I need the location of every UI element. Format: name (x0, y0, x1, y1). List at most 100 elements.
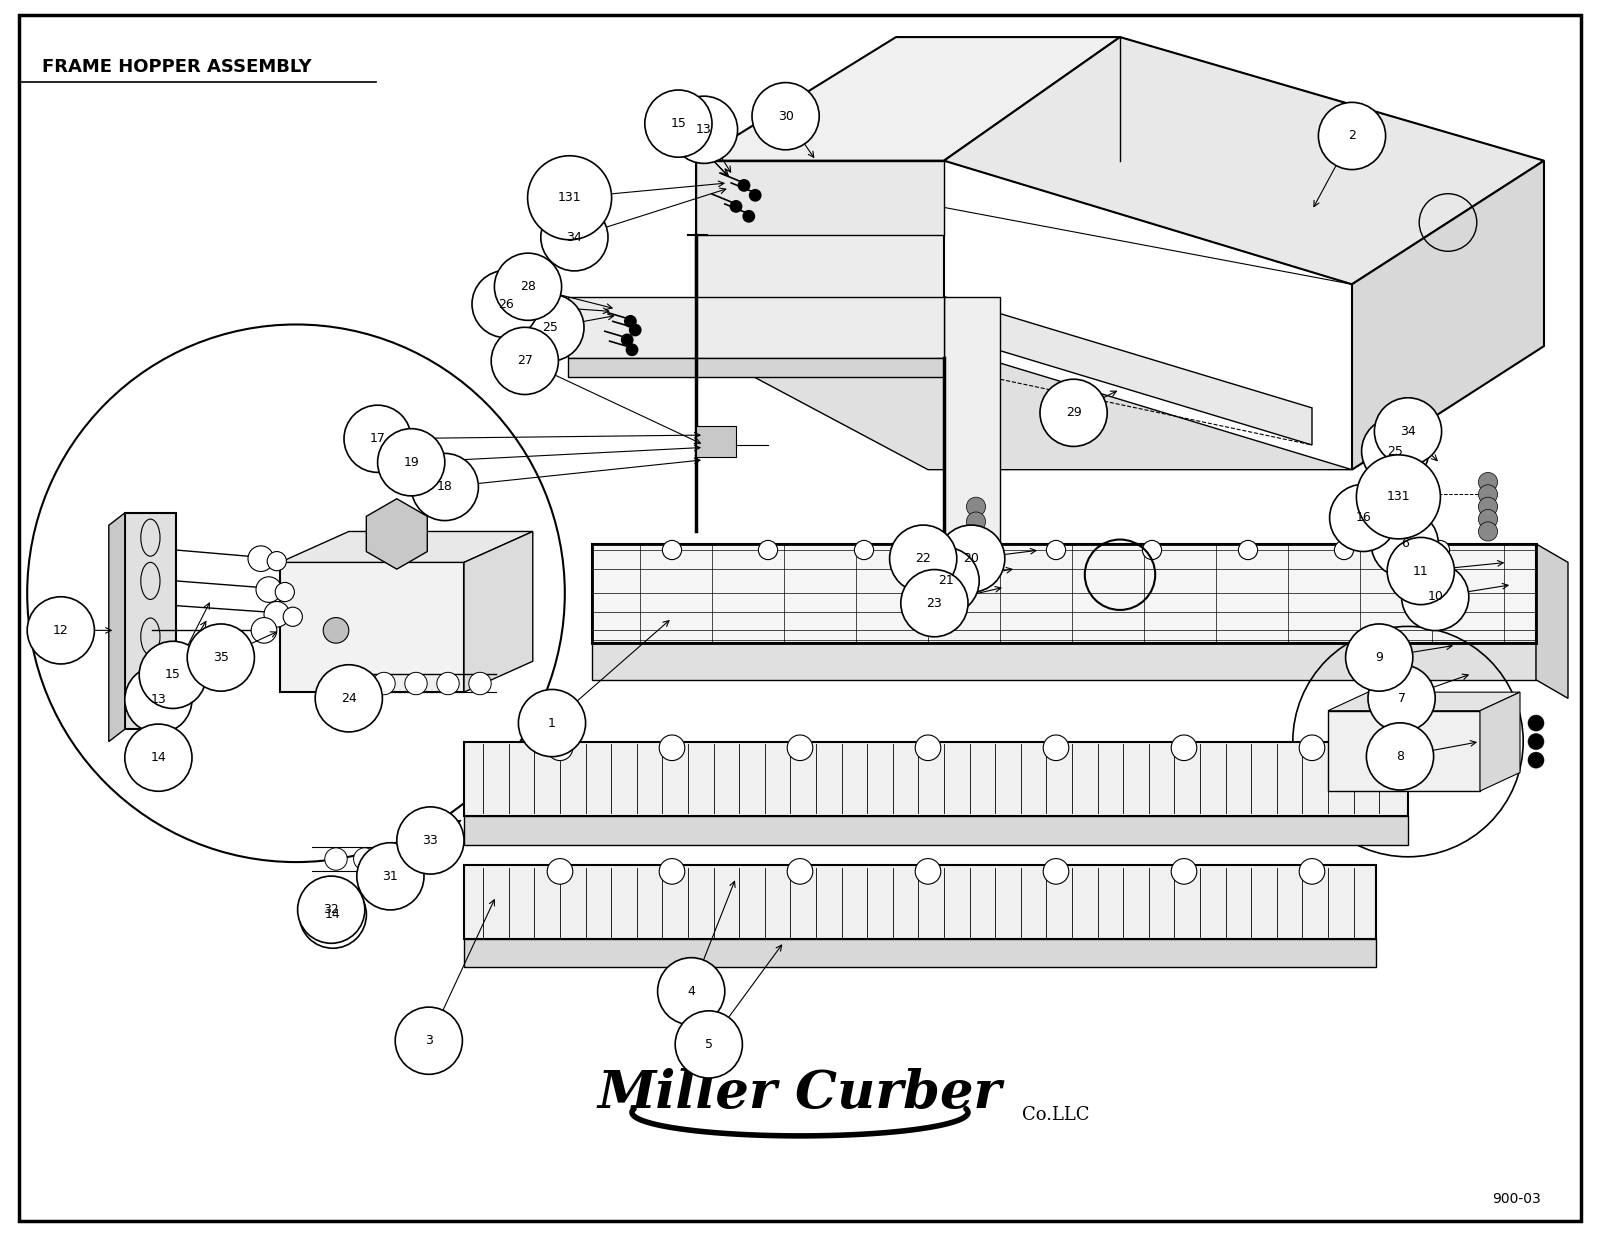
Circle shape (267, 551, 286, 571)
Circle shape (411, 454, 478, 520)
Circle shape (248, 546, 274, 571)
Circle shape (1478, 472, 1498, 492)
Circle shape (357, 843, 424, 910)
Circle shape (491, 328, 558, 394)
Text: 25: 25 (542, 321, 558, 334)
Circle shape (382, 848, 405, 870)
Polygon shape (1536, 544, 1568, 698)
Circle shape (187, 624, 254, 691)
Circle shape (742, 210, 755, 222)
Circle shape (1334, 540, 1354, 560)
Polygon shape (696, 161, 944, 235)
Text: 21: 21 (938, 575, 954, 587)
Circle shape (397, 807, 464, 874)
Circle shape (395, 1007, 462, 1074)
Circle shape (966, 497, 986, 517)
Circle shape (323, 618, 349, 643)
Text: 22: 22 (915, 552, 931, 565)
Circle shape (1478, 522, 1498, 541)
Text: 13: 13 (696, 124, 712, 136)
Text: 16: 16 (1355, 512, 1371, 524)
Circle shape (675, 1011, 742, 1078)
Circle shape (469, 672, 491, 695)
Text: 31: 31 (382, 870, 398, 883)
Circle shape (472, 271, 539, 337)
Circle shape (1402, 564, 1469, 630)
Circle shape (494, 253, 562, 320)
Polygon shape (280, 562, 464, 692)
Circle shape (1368, 665, 1435, 732)
Circle shape (938, 525, 1005, 592)
Circle shape (1478, 497, 1498, 517)
Text: 15: 15 (670, 117, 686, 130)
Circle shape (645, 90, 712, 157)
Circle shape (437, 672, 459, 695)
Circle shape (1478, 485, 1498, 504)
Circle shape (1171, 735, 1197, 760)
Circle shape (354, 848, 376, 870)
Polygon shape (568, 297, 944, 358)
Circle shape (1528, 753, 1544, 768)
Text: 11: 11 (1413, 565, 1429, 577)
Circle shape (411, 848, 434, 870)
Circle shape (1040, 379, 1107, 446)
Circle shape (966, 527, 986, 546)
Polygon shape (1328, 692, 1520, 711)
Polygon shape (592, 643, 1536, 680)
Polygon shape (280, 531, 533, 562)
Polygon shape (1352, 161, 1544, 470)
Circle shape (1238, 540, 1258, 560)
Circle shape (749, 189, 762, 201)
Circle shape (547, 859, 573, 884)
Circle shape (1430, 540, 1450, 560)
Circle shape (139, 641, 206, 708)
Text: 29: 29 (1066, 407, 1082, 419)
Circle shape (659, 859, 685, 884)
Text: 15: 15 (165, 669, 181, 681)
Circle shape (283, 607, 302, 627)
Circle shape (547, 735, 573, 760)
Circle shape (752, 83, 819, 150)
Circle shape (256, 577, 282, 602)
Circle shape (518, 690, 586, 756)
Circle shape (1046, 540, 1066, 560)
Circle shape (275, 582, 294, 602)
Text: 131: 131 (558, 192, 581, 204)
Circle shape (27, 597, 94, 664)
Polygon shape (125, 513, 176, 729)
Circle shape (901, 570, 968, 637)
Circle shape (738, 179, 750, 192)
Circle shape (125, 724, 192, 791)
Polygon shape (464, 939, 1376, 967)
Text: 131: 131 (1387, 491, 1410, 503)
Circle shape (1043, 735, 1069, 760)
Circle shape (621, 334, 634, 346)
Text: 3: 3 (426, 1035, 432, 1047)
Text: Miller Curber: Miller Curber (598, 1068, 1002, 1120)
Circle shape (758, 540, 778, 560)
Circle shape (1142, 540, 1162, 560)
Polygon shape (696, 346, 1352, 470)
Polygon shape (696, 426, 736, 457)
Circle shape (373, 672, 395, 695)
Circle shape (912, 548, 979, 614)
Circle shape (629, 324, 642, 336)
Circle shape (264, 602, 290, 627)
Circle shape (528, 156, 611, 240)
Text: 2: 2 (1349, 130, 1355, 142)
Circle shape (1171, 859, 1197, 884)
Polygon shape (696, 37, 1120, 161)
Text: 4: 4 (688, 985, 694, 997)
Text: 7: 7 (1398, 692, 1405, 705)
Circle shape (730, 200, 742, 213)
Text: 28: 28 (520, 281, 536, 293)
Text: Co.LLC: Co.LLC (1022, 1106, 1090, 1124)
Circle shape (854, 540, 874, 560)
Circle shape (626, 344, 638, 356)
Text: 18: 18 (437, 481, 453, 493)
Text: 8: 8 (1395, 750, 1405, 763)
Circle shape (1318, 103, 1386, 169)
Circle shape (1528, 716, 1544, 730)
Polygon shape (944, 297, 1312, 445)
Circle shape (517, 294, 584, 361)
